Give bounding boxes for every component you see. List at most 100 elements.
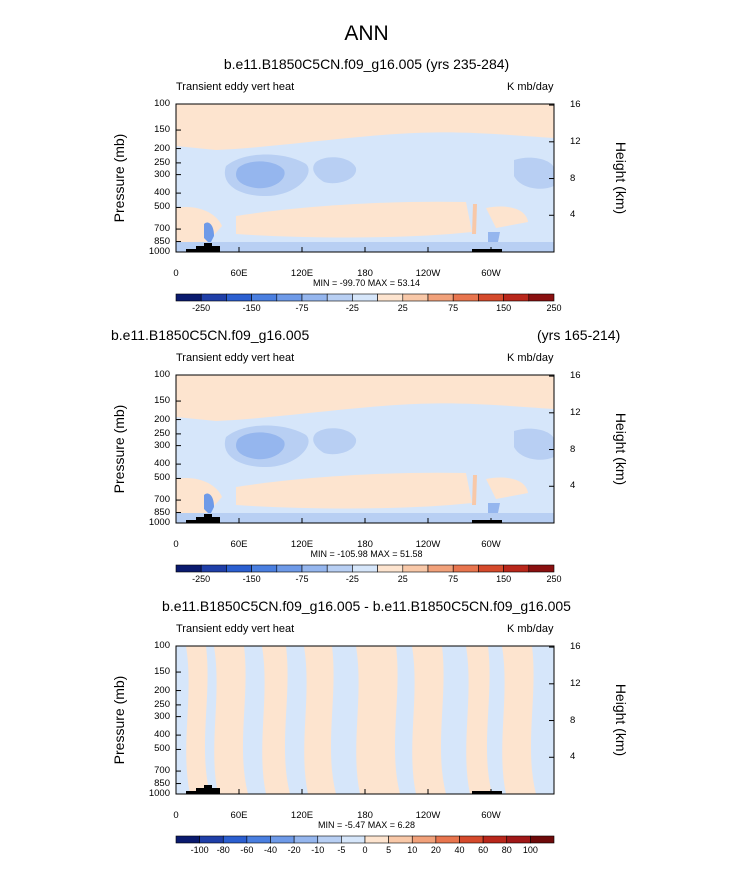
field-positive-strip (466, 646, 492, 794)
panel-2-left-label: Transient eddy vert heat (176, 352, 295, 364)
colorbar-box (506, 835, 531, 844)
panel-3-left-label: Transient eddy vert heat (176, 623, 295, 635)
field-positive-strip (262, 646, 290, 794)
lon-tick-label: 60E (230, 268, 248, 279)
pressure-tick-label: 200 (154, 413, 170, 425)
colorbar-box (435, 835, 460, 844)
pressure-tick-label: 500 (154, 743, 170, 755)
topography-mask (472, 249, 502, 252)
lon-tick-label: 120W (415, 810, 441, 821)
field-positive-strip (186, 646, 210, 794)
pressure-tick-label: 250 (154, 698, 170, 710)
height-tick-label: 4 (570, 209, 576, 221)
field-negative-blob-central (313, 157, 357, 184)
field-positive-strip (304, 646, 336, 794)
colorbar-box (317, 835, 342, 844)
colorbar-label: -75 (295, 574, 309, 584)
pressure-tick-label: 700 (154, 765, 170, 777)
field-negative-blob-central (313, 428, 357, 455)
pressure-tick-label: 700 (154, 223, 170, 235)
pressure-tick-label: 400 (154, 187, 170, 199)
field-lower-positive-east (486, 206, 528, 228)
stats-label: MIN = -105.98 MAX = 51.58 (310, 549, 423, 559)
colorbar-label: 150 (496, 574, 512, 584)
lon-tick-label: 120E (290, 268, 314, 279)
height-tick-label: 8 (570, 714, 576, 726)
pressure-tick-label: 400 (154, 729, 170, 741)
pressure-tick-label: 250 (154, 427, 170, 439)
pressure-tick-label: 500 (154, 472, 170, 484)
pressure-tick-label: 500 (154, 201, 170, 213)
pressure-tick-label: 300 (154, 710, 170, 722)
height-tick-label: 16 (570, 641, 581, 653)
pressure-tick-label: 100 (154, 640, 170, 651)
colorbar-box (528, 293, 555, 302)
panel-1-right-label: K mb/day (507, 81, 554, 93)
lon-tick-label: 120E (290, 810, 314, 821)
panel-2-title-right: (yrs 165-214) (537, 327, 621, 343)
colorbar-label: -100 (190, 845, 209, 855)
topography-mask (186, 514, 220, 523)
colorbar-label: 25 (397, 574, 408, 584)
colorbar-label: -40 (263, 845, 277, 855)
colorbar-box (482, 835, 508, 844)
height-tick-label: 16 (570, 370, 581, 382)
lon-tick-label: 0 (173, 268, 179, 279)
topography-mask (186, 785, 220, 794)
colorbar-label: 40 (454, 845, 465, 855)
field-negative-surface-east (488, 232, 500, 242)
colorbar-box (341, 835, 366, 844)
colorbar-label: -60 (240, 845, 254, 855)
colorbar-label: 20 (430, 845, 441, 855)
pressure-tick-label: 850 (154, 506, 170, 518)
colorbar-box (175, 835, 200, 844)
height-tick-label: 4 (570, 751, 576, 763)
colorbar-label: 0 (362, 845, 368, 855)
lon-tick-label: 180 (357, 268, 373, 279)
y2-axis-title: Height (km) (613, 683, 629, 757)
lon-tick-label: 60E (230, 539, 248, 550)
field-positive-streak (472, 475, 477, 505)
colorbar-box (246, 835, 271, 844)
lon-tick-label: 0 (173, 810, 179, 821)
colorbar-label: -25 (345, 574, 359, 584)
pressure-tick-label: 850 (154, 235, 170, 247)
topography-mask (186, 243, 220, 252)
panel-1-left-label: Transient eddy vert heat (176, 81, 295, 93)
pressure-tick-label: 150 (154, 124, 170, 136)
colorbar-label: -10 (311, 845, 325, 855)
colorbar-label: -150 (242, 303, 261, 313)
panel-3-title: b.e11.B1850C5CN.f09_g16.005 - b.e11.B185… (162, 598, 571, 614)
lon-tick-label: 60W (481, 268, 501, 279)
field-negative-blob-east (514, 157, 554, 189)
panel-2-right-label: K mb/day (507, 352, 554, 364)
colorbar-label: 250 (546, 303, 562, 313)
panel-3-right-label: K mb/day (507, 623, 554, 635)
pressure-tick-label: 300 (154, 168, 170, 180)
lon-tick-label: 60W (481, 539, 501, 550)
field-negative-blob-west-core (236, 161, 285, 189)
colorbar-box (528, 564, 555, 573)
colorbar-box (293, 835, 319, 844)
pressure-tick-label: 700 (154, 494, 170, 506)
colorbar-label: 10 (407, 845, 418, 855)
colorbar-box (222, 835, 248, 844)
colorbar-label: 150 (496, 303, 512, 313)
pressure-tick-label: 1000 (148, 517, 170, 528)
lon-tick-label: 0 (173, 539, 179, 550)
height-tick-label: 16 (570, 99, 581, 111)
colorbar-label: 5 (386, 845, 392, 855)
colorbar-label: 100 (522, 845, 538, 855)
colorbar-label: -250 (192, 303, 211, 313)
colorbar-label: 60 (478, 845, 489, 855)
field-negative-surface-east (488, 503, 500, 513)
pressure-tick-label: 1000 (148, 788, 170, 799)
lon-tick-label: 180 (357, 810, 373, 821)
pressure-tick-label: 100 (154, 369, 170, 380)
field-lower-positive-central (236, 472, 472, 509)
field-positive-strip (502, 646, 536, 794)
colorbar-label: -5 (337, 845, 346, 855)
pressure-tick-label: 100 (154, 98, 170, 109)
field-negative-surface-core (204, 222, 214, 244)
